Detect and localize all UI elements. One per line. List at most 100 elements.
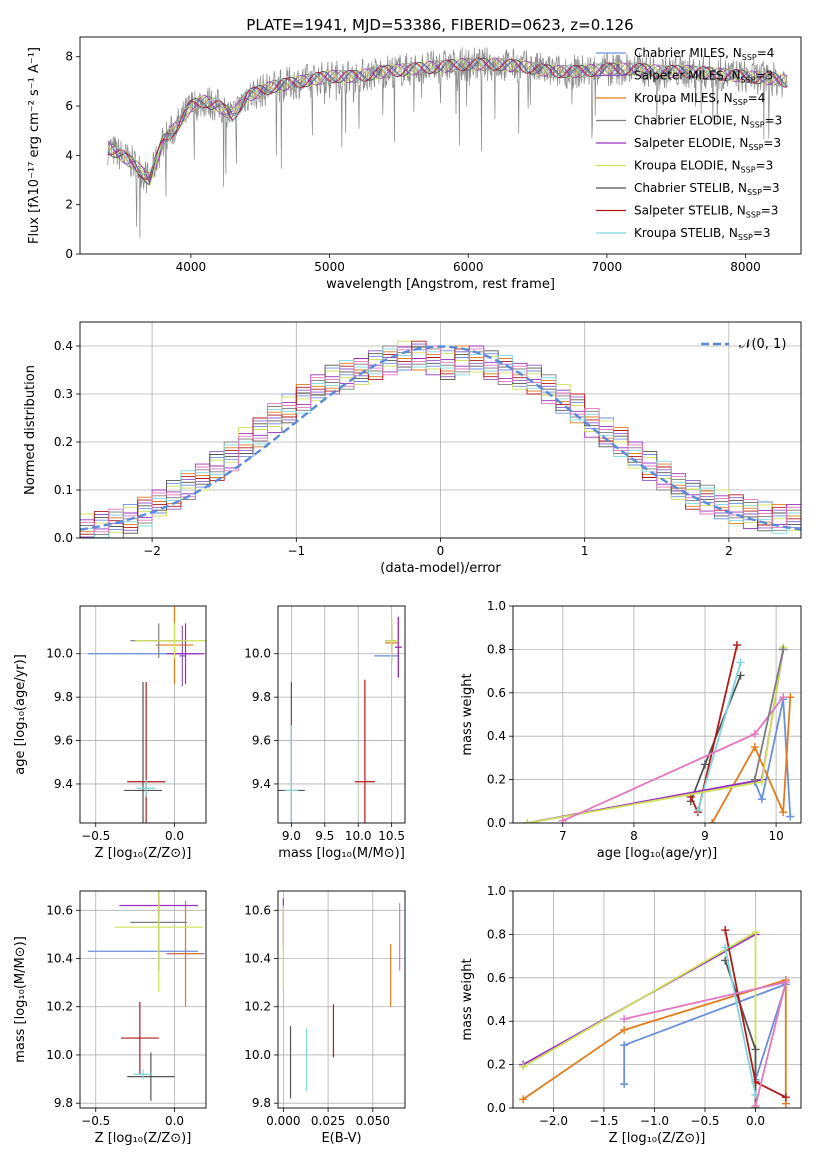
legend: 𝒩(0, 1) xyxy=(701,337,786,352)
x-axis-label: E(B-V) xyxy=(321,1131,361,1146)
legend-entry: Kroupa MILES, NSSP=4 xyxy=(634,91,765,107)
plus-marker xyxy=(751,1045,760,1054)
model-spectrum-line xyxy=(107,57,788,175)
y-tick-label: 10.2 xyxy=(244,1000,271,1014)
y-tick-label: 0.4 xyxy=(487,1014,506,1028)
x-tick-label: 7 xyxy=(559,829,567,843)
y-tick-label: 6 xyxy=(65,99,73,113)
plus-marker xyxy=(736,671,745,680)
x-tick-label: 4000 xyxy=(176,260,207,274)
x-tick-label: 8000 xyxy=(730,260,761,274)
y-tick-label: 0.6 xyxy=(487,971,506,985)
y-tick-label: 10.4 xyxy=(46,952,73,966)
panel-mass_vs_ebv: 0.000 0.025 0.050 9.8 10.0 10.2 10.4 10.6 E(B-V) xyxy=(244,890,406,1146)
plus-marker xyxy=(779,645,788,654)
plus-marker xyxy=(620,1015,629,1024)
figure-title: PLATE=1941, MJD=53386, FIBERID=0623, z=0… xyxy=(246,16,633,34)
mass-weight-line xyxy=(724,960,757,1108)
x-tick-label: −2.0 xyxy=(539,1114,568,1128)
model-spectrum-line xyxy=(107,57,788,183)
x-tick-label: −0.5 xyxy=(690,1114,719,1128)
x-tick-label: 2 xyxy=(725,544,733,558)
plus-marker xyxy=(519,1095,528,1104)
axes-frame xyxy=(277,890,406,1109)
panel-weight_vs_age: 7 8 9 10 0.0 0.2 0.4 0.6 0.8 1.0 age [log₁₀(age/yr… xyxy=(460,599,802,861)
axes-frame xyxy=(277,605,406,824)
x-tick-label: −0.5 xyxy=(81,829,110,843)
plus-marker xyxy=(779,808,788,817)
y-tick-label: 10.6 xyxy=(46,903,73,917)
plus-marker xyxy=(750,743,759,752)
plot-area-weight_vs_Z xyxy=(519,926,790,1108)
y-tick-label: 2 xyxy=(65,198,73,212)
plus-marker xyxy=(523,819,532,823)
x-tick-label: 0.0 xyxy=(746,1114,765,1128)
legend-entry: Salpeter ELODIE, NSSP=3 xyxy=(634,136,781,152)
mass-weight-line xyxy=(522,930,757,1108)
legend-entry: Salpeter MILES, NSSP=3 xyxy=(634,69,773,85)
y-tick-label: 9.8 xyxy=(54,690,73,704)
plus-marker xyxy=(693,805,702,814)
mass-weight-line xyxy=(527,647,785,823)
panel-age_vs_mass: 9.0 9.5 10.0 10.5 9.4 9.6 9.8 10.0 mass [log₁₀(M… xyxy=(244,605,406,861)
panel-residuals: −2 −1 0 1 2 0.0 0.1 0.2 0.3 0.4 (data-model)/error… xyxy=(23,321,802,576)
y-tick-label: 9.4 xyxy=(54,777,73,791)
plus-marker xyxy=(620,1041,629,1050)
plus-marker xyxy=(701,760,709,769)
plus-marker xyxy=(721,943,730,952)
legend-entry: Salpeter STELIB, NSSP=3 xyxy=(634,204,778,220)
axes-frame xyxy=(79,321,802,539)
y-tick-label: 9.8 xyxy=(54,1096,73,1110)
x-tick-label: 0.0 xyxy=(165,1114,184,1128)
y-tick-label: 9.6 xyxy=(252,734,271,748)
y-tick-label: 0.1 xyxy=(54,483,73,497)
x-tick-label: 1 xyxy=(581,544,589,558)
x-axis-label: Z [log₁₀(Z/Z⊙)] xyxy=(95,1131,192,1146)
plus-marker xyxy=(519,1062,528,1071)
plot-area-age_vs_Z xyxy=(87,606,206,823)
observed-spectrum-line xyxy=(107,47,788,238)
mass-weight-line xyxy=(527,699,792,823)
y-tick-label: 10.0 xyxy=(244,1048,271,1062)
y-axis-label: mass [log₁₀(M/M⊙)] xyxy=(13,936,28,1063)
y-tick-label: 0.2 xyxy=(487,773,506,787)
y-tick-label: 8 xyxy=(65,50,73,64)
y-tick-label: 0.8 xyxy=(487,927,506,941)
charts: 4000 5000 6000 7000 8000 0 2 4 6 8 wavelength [Ang… xyxy=(13,36,802,1146)
legend-entry: Kroupa ELODIE, NSSP=3 xyxy=(634,159,773,175)
residual-histogram-step xyxy=(80,345,801,533)
axes-frame xyxy=(79,36,802,255)
legend-entry: Chabrier STELIB, NSSP=3 xyxy=(634,181,780,197)
x-axis-label: age [log₁₀(age/yr)] xyxy=(597,846,718,861)
x-tick-label: 0.000 xyxy=(266,1114,300,1128)
x-tick-label: −1.5 xyxy=(589,1114,618,1128)
plus-marker xyxy=(620,1025,629,1034)
y-axis-label: mass weight xyxy=(460,673,475,755)
mass-weight-line xyxy=(623,982,788,1085)
plus-marker xyxy=(757,777,766,786)
y-tick-label: 0.2 xyxy=(54,435,73,449)
plot-area-spectrum xyxy=(107,47,788,238)
plot-area-mass_vs_ebv xyxy=(282,898,401,1099)
panel-spectrum: 4000 5000 6000 7000 8000 0 2 4 6 8 wavelength [Ang… xyxy=(27,36,802,292)
y-tick-label: 0.0 xyxy=(54,531,73,545)
plot-area-age_vs_mass xyxy=(278,616,402,823)
x-tick-label: 8 xyxy=(630,829,638,843)
plus-marker xyxy=(750,775,759,784)
y-tick-label: 1.0 xyxy=(487,599,506,613)
x-tick-label: 0.025 xyxy=(311,1114,345,1128)
plus-marker xyxy=(708,819,717,823)
panel-age_vs_Z: −0.5 0.0 9.4 9.6 9.8 10.0 Z [log₁₀(Z/Z⊙)] age [… xyxy=(13,605,207,861)
y-axis-label: age [log₁₀(age/yr)] xyxy=(13,654,28,775)
y-tick-label: 10.0 xyxy=(46,1048,73,1062)
plus-marker xyxy=(558,816,567,823)
plus-marker xyxy=(786,812,795,821)
y-tick-label: 0.6 xyxy=(487,686,506,700)
x-tick-label: 10.5 xyxy=(378,829,405,843)
mass-weight-line xyxy=(753,649,785,780)
x-tick-label: 10.0 xyxy=(345,829,372,843)
y-tick-label: 10.6 xyxy=(244,903,271,917)
x-tick-label: 6000 xyxy=(453,260,484,274)
y-tick-label: 0.0 xyxy=(487,1101,506,1115)
